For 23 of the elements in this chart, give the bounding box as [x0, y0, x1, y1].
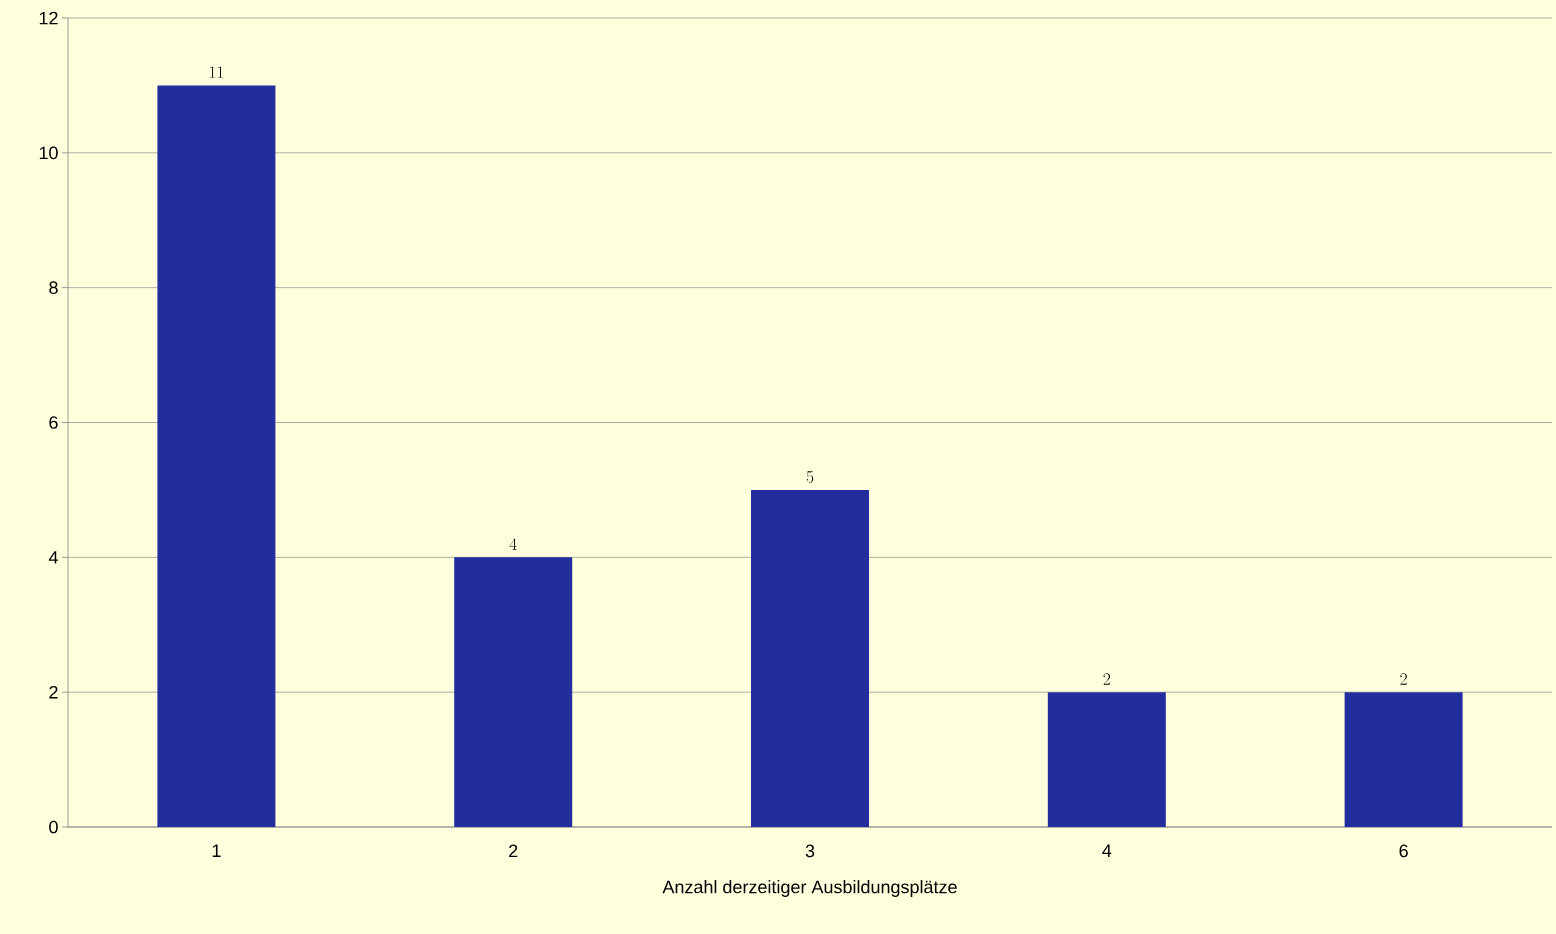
- bar: [1344, 692, 1463, 827]
- x-tick-label: 1: [212, 844, 221, 857]
- y-tick-label: 0: [49, 820, 58, 834]
- bar: [454, 557, 573, 827]
- bar: [157, 85, 276, 827]
- y-tick-label: 12: [39, 11, 58, 25]
- data-label: 5: [806, 471, 814, 483]
- y-tick-label: 10: [39, 146, 58, 160]
- data-label: 2: [1400, 673, 1407, 685]
- x-axis-title: Anzahl derzeitiger Ausbildungsplätze: [662, 880, 957, 897]
- bar: [751, 489, 870, 827]
- data-label: 4: [509, 538, 517, 550]
- y-tick-label: 6: [49, 416, 58, 429]
- x-tick-label: 4: [1102, 844, 1112, 857]
- x-tick-label: 6: [1399, 844, 1408, 858]
- x-tick-label: 3: [805, 844, 815, 858]
- x-tick-label: 2: [509, 844, 518, 858]
- y-tick-label: 4: [48, 551, 58, 564]
- y-tick-label: 8: [49, 281, 58, 295]
- bar: [1047, 692, 1166, 827]
- data-label: 2: [1103, 673, 1111, 685]
- y-tick-label: 2: [49, 685, 58, 699]
- data-label: 11: [210, 66, 223, 78]
